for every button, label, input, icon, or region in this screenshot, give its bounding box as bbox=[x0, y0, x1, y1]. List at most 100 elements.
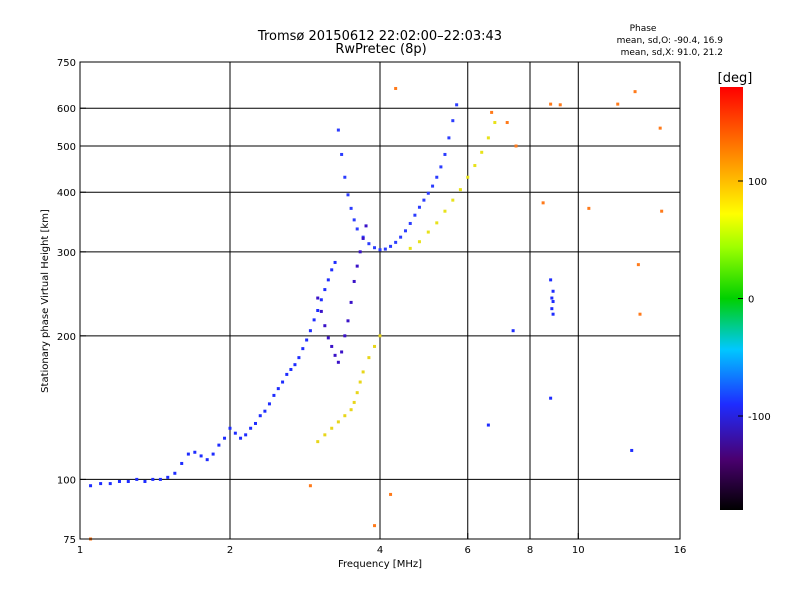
colorbar-tick-label: 0 bbox=[748, 295, 754, 306]
data-point bbox=[431, 184, 435, 188]
data-point bbox=[336, 128, 340, 132]
data-point bbox=[199, 454, 203, 458]
chart-subtitle: RwPretec (8p) bbox=[335, 42, 426, 57]
data-point bbox=[135, 477, 139, 481]
grid bbox=[80, 62, 680, 539]
data-point bbox=[323, 288, 327, 292]
data-point bbox=[399, 235, 403, 239]
data-point bbox=[293, 363, 297, 367]
data-point bbox=[630, 448, 634, 452]
y-tick-label: 100 bbox=[57, 475, 76, 486]
data-point bbox=[108, 482, 112, 486]
data-point bbox=[211, 452, 215, 456]
data-point bbox=[633, 90, 637, 94]
data-point bbox=[323, 433, 327, 437]
data-point bbox=[308, 484, 312, 488]
data-point bbox=[490, 110, 494, 114]
data-point bbox=[349, 206, 353, 210]
data-point bbox=[343, 334, 347, 338]
data-point bbox=[233, 431, 237, 435]
data-point bbox=[549, 102, 553, 106]
data-point bbox=[616, 102, 620, 106]
x-tick-label: 10 bbox=[572, 545, 585, 556]
data-point bbox=[426, 191, 430, 195]
data-point bbox=[486, 136, 490, 140]
data-point bbox=[330, 268, 334, 272]
data-point bbox=[455, 103, 459, 107]
y-axis-label: Stationary phase Virtual Height [km] bbox=[40, 209, 51, 393]
data-point bbox=[193, 450, 197, 454]
data-point bbox=[352, 218, 356, 222]
data-point bbox=[244, 433, 248, 437]
data-point bbox=[297, 356, 301, 360]
data-point bbox=[364, 224, 368, 228]
data-point bbox=[511, 329, 515, 333]
data-point bbox=[99, 482, 103, 486]
data-point bbox=[451, 119, 455, 123]
data-point bbox=[373, 246, 377, 250]
data-point bbox=[389, 244, 393, 248]
data-point bbox=[319, 309, 323, 313]
data-point bbox=[550, 307, 554, 311]
data-point bbox=[435, 175, 439, 179]
data-point bbox=[373, 344, 377, 348]
data-point bbox=[458, 188, 462, 192]
y-tick-label: 750 bbox=[57, 58, 76, 69]
data-point bbox=[417, 240, 421, 244]
data-point bbox=[166, 475, 170, 479]
data-point bbox=[358, 380, 362, 384]
data-point bbox=[312, 318, 316, 322]
y-axis-ticks: 75 100 200 300 400 500 600 750 bbox=[57, 58, 86, 546]
data-point bbox=[117, 479, 121, 483]
data-point bbox=[394, 240, 398, 244]
y-tick-label: 600 bbox=[57, 104, 76, 115]
data-point bbox=[551, 300, 555, 304]
x-axis-ticks: 1 2 4 6 8 10 16 bbox=[77, 533, 686, 556]
data-point bbox=[549, 396, 553, 400]
data-point bbox=[333, 353, 337, 357]
data-point bbox=[308, 329, 312, 333]
data-point bbox=[403, 229, 407, 233]
data-point bbox=[253, 421, 257, 425]
data-point bbox=[355, 391, 359, 395]
data-point bbox=[355, 264, 359, 268]
data-point bbox=[551, 289, 555, 293]
data-point bbox=[326, 278, 330, 282]
data-point bbox=[205, 458, 209, 462]
data-point bbox=[378, 334, 382, 338]
data-point bbox=[301, 347, 305, 351]
data-point bbox=[493, 121, 497, 125]
data-point bbox=[473, 164, 477, 168]
data-point bbox=[249, 426, 253, 430]
data-point bbox=[383, 247, 387, 251]
data-point bbox=[223, 436, 227, 440]
x-tick-label: 1 bbox=[77, 545, 83, 556]
data-point bbox=[550, 296, 554, 300]
data-point bbox=[394, 86, 398, 90]
x-tick-label: 2 bbox=[227, 545, 233, 556]
data-point bbox=[447, 136, 451, 140]
data-point bbox=[636, 263, 640, 267]
data-point bbox=[658, 126, 662, 130]
data-point bbox=[355, 227, 359, 231]
data-point bbox=[361, 370, 365, 374]
data-point bbox=[349, 408, 353, 412]
data-point bbox=[505, 121, 509, 125]
data-point bbox=[340, 152, 344, 156]
data-point bbox=[281, 380, 285, 384]
data-point bbox=[330, 426, 334, 430]
chart-title: Tromsø 20150612 22:02:00–22:03:43 bbox=[257, 29, 502, 44]
data-point bbox=[323, 324, 327, 328]
data-point bbox=[333, 260, 337, 264]
colorbar bbox=[720, 87, 743, 510]
data-point bbox=[151, 477, 155, 481]
data-point bbox=[316, 296, 320, 300]
data-point bbox=[173, 471, 177, 475]
colorbar-ticks: 100 0 -100 bbox=[738, 177, 771, 423]
data-point bbox=[435, 221, 439, 225]
data-point bbox=[319, 298, 323, 302]
data-point bbox=[558, 103, 562, 107]
data-point bbox=[316, 308, 320, 312]
y-tick-label: 200 bbox=[57, 332, 76, 343]
